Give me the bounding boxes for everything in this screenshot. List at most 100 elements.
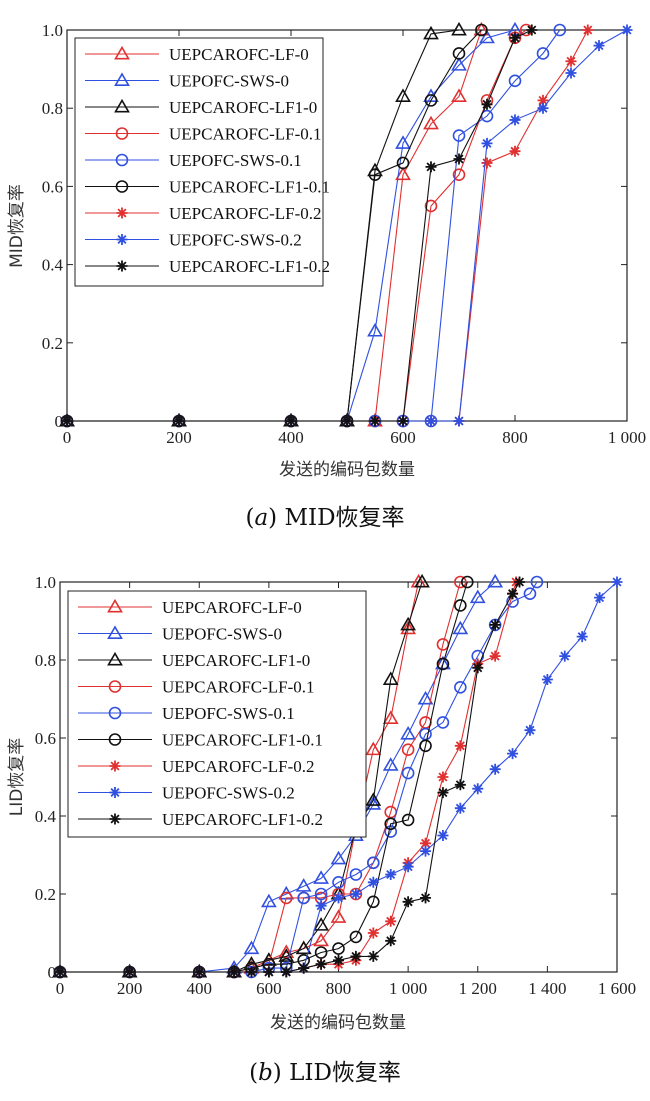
data-point (452, 620, 469, 635)
data-point (425, 161, 437, 173)
x-tick-label: 0 (63, 428, 72, 447)
y-tick-label: 0.8 (42, 99, 63, 118)
data-point (454, 740, 466, 752)
data-point (536, 47, 550, 60)
legend-marker (107, 598, 123, 613)
legend-label: UEPCAROFC-LF-0.1 (169, 125, 322, 144)
x-tick-label: 200 (117, 979, 143, 998)
data-point (400, 620, 417, 635)
data-point (341, 415, 353, 427)
legend-label: UEPOFC-SWS-0 (162, 625, 282, 644)
data-point (489, 619, 501, 631)
legend-marker (108, 680, 122, 693)
legend-label: UEPOFC-SWS-0.1 (169, 151, 302, 170)
data-point (365, 792, 382, 806)
data-point (481, 137, 493, 149)
data-point (417, 690, 434, 705)
data-point (423, 25, 439, 40)
data-point (349, 868, 363, 881)
y-axis-label-mid: MID恢复率 (7, 184, 27, 268)
legend-marker (108, 733, 122, 746)
data-point (537, 102, 549, 114)
data-point (384, 817, 398, 831)
data-point (401, 766, 415, 780)
data-point (367, 927, 379, 939)
data-point (437, 771, 449, 783)
data-point (451, 57, 467, 71)
data-point (454, 599, 467, 612)
data-point (487, 573, 504, 588)
data-point (541, 674, 553, 685)
x-axis-label-mid: 发送的编码包数量 (279, 460, 415, 480)
data-point (481, 98, 493, 110)
data-point (280, 966, 292, 978)
legend-label: UEPOFC-SWS-0.1 (162, 704, 295, 723)
data-point (436, 716, 450, 729)
data-point (524, 724, 536, 736)
y-axis-label-lid: LID恢复率 (7, 738, 27, 817)
data-point (332, 875, 345, 889)
data-point (508, 74, 522, 88)
chart-lid-recovery: 0 200 400 600 800 1 000 1 200 1 400 1 600 0 0.2 0.4… (7, 573, 636, 1086)
legend-label: UEPOFC-SWS-0.2 (169, 231, 302, 250)
legend-label: UEPCAROFC-LF1-0.1 (169, 178, 330, 197)
legend-label: UEPCAROFC-LF-0.2 (169, 204, 322, 223)
data-point (559, 650, 571, 662)
data-point (54, 966, 66, 978)
data-point (451, 88, 467, 102)
data-point (453, 153, 465, 165)
data-point (509, 145, 521, 157)
data-point (400, 616, 417, 631)
data-point (469, 589, 486, 604)
y-tick-label: 0.4 (35, 807, 57, 826)
legend-label: UEPCAROFC-LF-0 (162, 598, 302, 617)
legend: UEPCAROFC-LF-0 UEPOFC-SWS-0 UEPCAROFC-LF1-… (74, 37, 330, 287)
data-point (313, 870, 329, 884)
data-point (402, 896, 414, 908)
x-tick-label: 400 (278, 428, 304, 447)
legend-label: UEPCAROFC-LF-0.1 (162, 678, 315, 697)
data-point (278, 944, 295, 958)
data-point (509, 114, 521, 126)
data-point (173, 415, 185, 427)
legend-marker (116, 234, 128, 245)
y-tick-label: 1.0 (42, 21, 63, 40)
data-point (594, 592, 606, 604)
data-point (509, 32, 521, 44)
data-point (395, 135, 411, 149)
legend-label: UEPCAROFC-LF-0 (169, 45, 309, 64)
legend-label: UEPCAROFC-LF1-0.2 (169, 257, 330, 276)
data-point (425, 415, 437, 427)
data-point (313, 932, 329, 947)
data-point (454, 779, 466, 791)
data-point (451, 21, 467, 36)
data-point (367, 876, 379, 888)
data-point (243, 940, 260, 955)
data-point (368, 168, 382, 181)
data-point (481, 157, 493, 169)
data-point (454, 575, 467, 589)
data-point (367, 950, 379, 962)
y-tick-label: 0.8 (35, 651, 56, 670)
data-point (298, 962, 310, 974)
data-point (453, 415, 465, 427)
x-tick-label: 1 000 (389, 979, 427, 998)
x-axis-label-lid: 发送的编码包数量 (270, 1013, 406, 1033)
data-point (523, 587, 537, 601)
data-point (333, 892, 344, 904)
data-point (582, 24, 594, 36)
data-point (461, 575, 474, 589)
data-point (436, 657, 450, 671)
x-tick-label: 200 (166, 428, 192, 447)
legend-label: UEPOFC-SWS-0.2 (162, 784, 295, 803)
legend-marker (108, 706, 122, 720)
legend-marker (109, 760, 121, 772)
data-point (297, 891, 310, 905)
data-point (565, 55, 577, 67)
data-point (401, 743, 415, 757)
x-tick-label: 600 (390, 428, 416, 447)
legend-marker (114, 72, 130, 86)
data-point (330, 909, 347, 923)
x-tick-label: 1 200 (459, 979, 497, 998)
data-point (396, 156, 410, 170)
